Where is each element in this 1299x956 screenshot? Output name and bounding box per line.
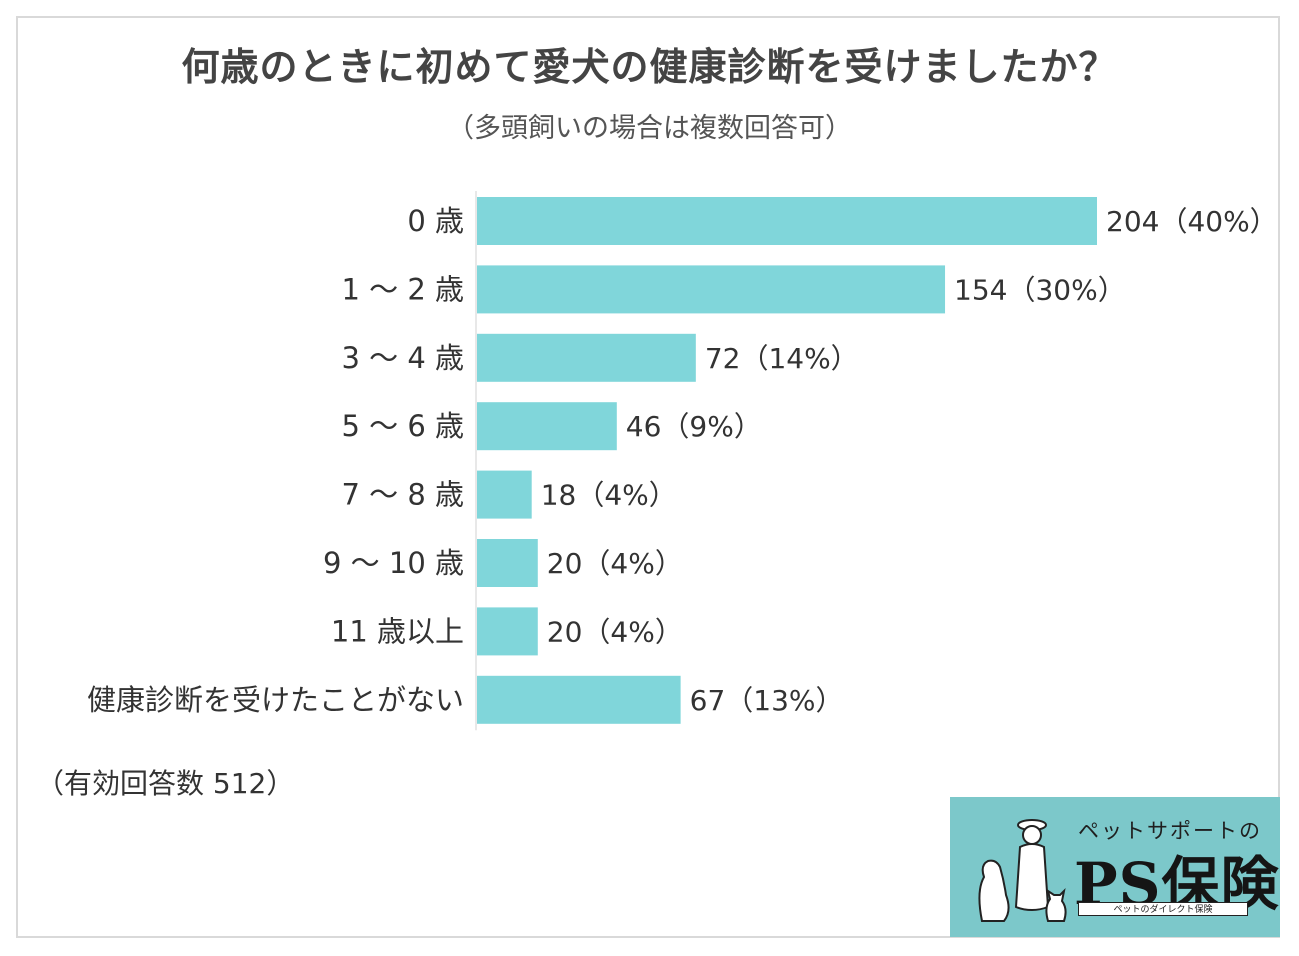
- bar: [477, 470, 532, 519]
- category-label: 1 ～ 2 歳: [341, 272, 464, 306]
- bar: [477, 402, 617, 451]
- chart-subtitle: （多頭飼いの場合は複数回答可）: [447, 113, 852, 144]
- bar: [477, 607, 538, 656]
- data-label: 67（13%）: [690, 684, 844, 717]
- data-label: 204（40%）: [1106, 205, 1278, 238]
- data-label: 72（14%）: [705, 342, 859, 375]
- bar: [477, 675, 681, 724]
- category-label: 11 歳以上: [331, 614, 464, 648]
- data-label: 20（4%）: [547, 547, 683, 580]
- chart-title: 何歳のときに初めて愛犬の健康診断を受けましたか？: [181, 45, 1118, 89]
- category-label: 3 ～ 4 歳: [341, 341, 464, 375]
- category-label: 9 ～ 10 歳: [323, 546, 464, 580]
- data-label: 18（4%）: [541, 479, 677, 512]
- category-label: 0 歳: [407, 204, 464, 238]
- person-with-dog-and-cat-icon: [978, 819, 1067, 922]
- data-label: 46（9%）: [626, 410, 762, 443]
- ps-insurance-logo: ペットサポートの PS保険 ペットのダイレクト保険: [950, 797, 1280, 937]
- chart-frame: [16, 16, 1280, 938]
- bar: [477, 333, 696, 382]
- logo-tagline: ペットサポートの: [1078, 819, 1262, 843]
- bar: [477, 197, 1097, 245]
- category-label: 5 ～ 6 歳: [341, 409, 464, 443]
- bar: [477, 265, 946, 314]
- category-label: 7 ～ 8 歳: [341, 478, 464, 512]
- data-label: 20（4%）: [547, 615, 683, 648]
- bar: [477, 539, 538, 587]
- response-count-note: （有効回答数 512）: [36, 767, 295, 800]
- logo-subtext: ペットのダイレクト保険: [1078, 902, 1248, 916]
- category-label: 健康診断を受けたことがない: [87, 683, 464, 717]
- data-label: 154（30%）: [954, 273, 1126, 306]
